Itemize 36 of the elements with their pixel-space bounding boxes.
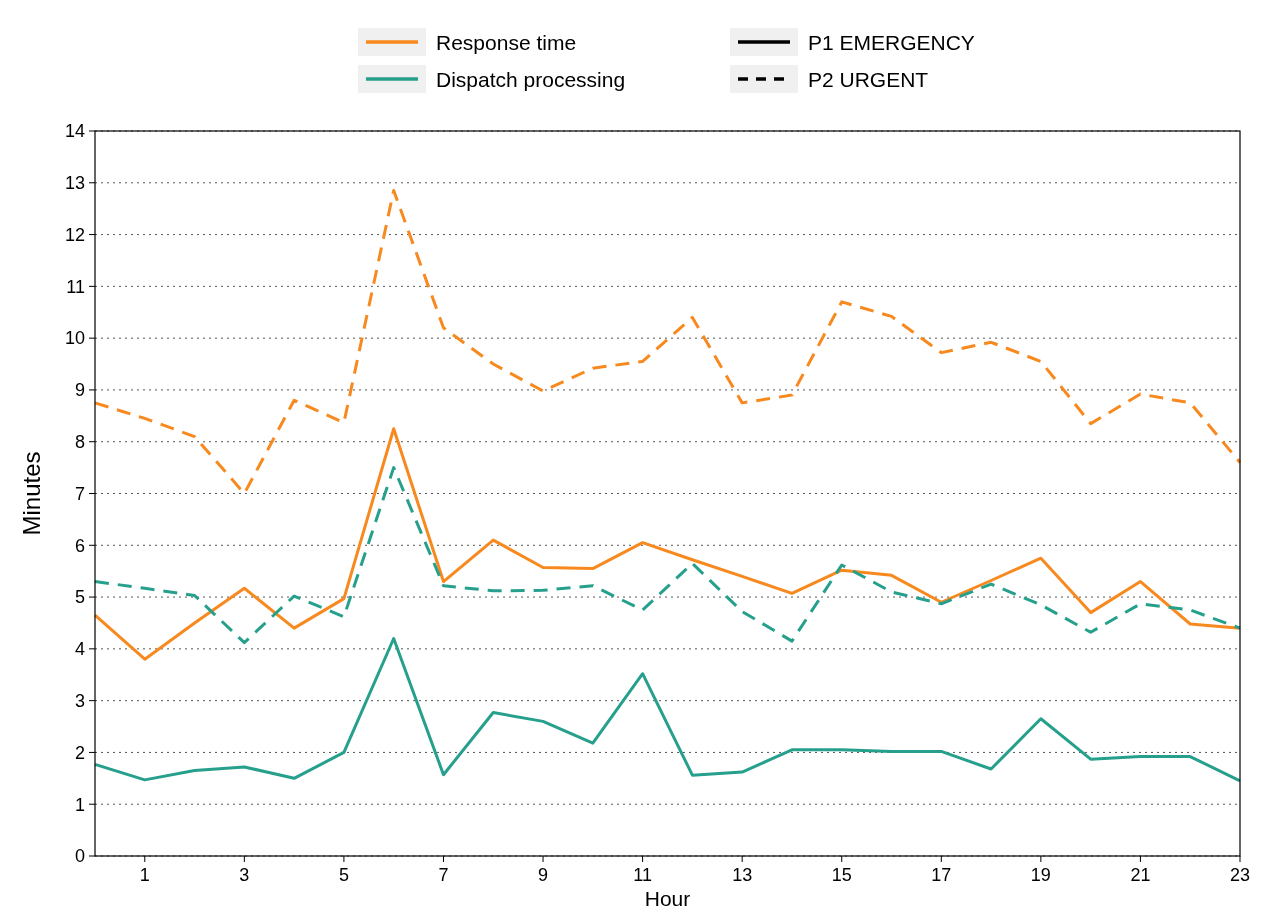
x-tick-label: 3 bbox=[239, 865, 250, 885]
x-tick-label: 19 bbox=[1030, 865, 1051, 885]
text: P1 EMERGENCY bbox=[808, 31, 975, 54]
x-tick-label: 15 bbox=[831, 865, 852, 885]
x-tick-label: 13 bbox=[732, 865, 753, 885]
y-tick-label: 4 bbox=[74, 639, 85, 660]
x-tick-label: 11 bbox=[633, 865, 652, 885]
x-axis-title: Hour bbox=[644, 887, 691, 910]
y-tick-label: 7 bbox=[74, 483, 85, 504]
legend-label: Dispatch processing bbox=[436, 68, 626, 91]
x-tick-label: 23 bbox=[1229, 865, 1251, 885]
x-tick-label: 1 bbox=[139, 865, 150, 885]
x-tick-label: 7 bbox=[438, 865, 449, 885]
y-tick-label: 3 bbox=[74, 690, 85, 711]
legend-label: Response time bbox=[436, 31, 577, 54]
y-tick-label: 11 bbox=[66, 276, 85, 297]
x-tick-label: 5 bbox=[338, 865, 349, 885]
x-tick-label: 17 bbox=[931, 865, 952, 885]
x-tick-label: 21 bbox=[1130, 865, 1151, 885]
y-tick-label: 1 bbox=[74, 794, 85, 815]
line-series bbox=[93, 637, 1242, 783]
y-tick-label: 10 bbox=[64, 328, 85, 349]
y-tick-label: 5 bbox=[74, 587, 85, 608]
y-tick-label: 14 bbox=[64, 121, 85, 142]
y-tick-label: 13 bbox=[64, 173, 85, 194]
x-tick-label: 9 bbox=[538, 865, 549, 885]
y-tick-label: 9 bbox=[74, 380, 85, 401]
text: P2 URGENT bbox=[808, 68, 929, 91]
y-axis-title: Minutes bbox=[18, 451, 45, 536]
line-series bbox=[93, 427, 1242, 661]
y-tick-label: 0 bbox=[74, 846, 85, 867]
line-series bbox=[93, 466, 1242, 645]
y-tick-label: 8 bbox=[74, 432, 85, 453]
y-tick-label: 2 bbox=[74, 742, 85, 763]
y-tick-label: 6 bbox=[74, 535, 85, 556]
y-tick-label: 12 bbox=[64, 224, 85, 245]
